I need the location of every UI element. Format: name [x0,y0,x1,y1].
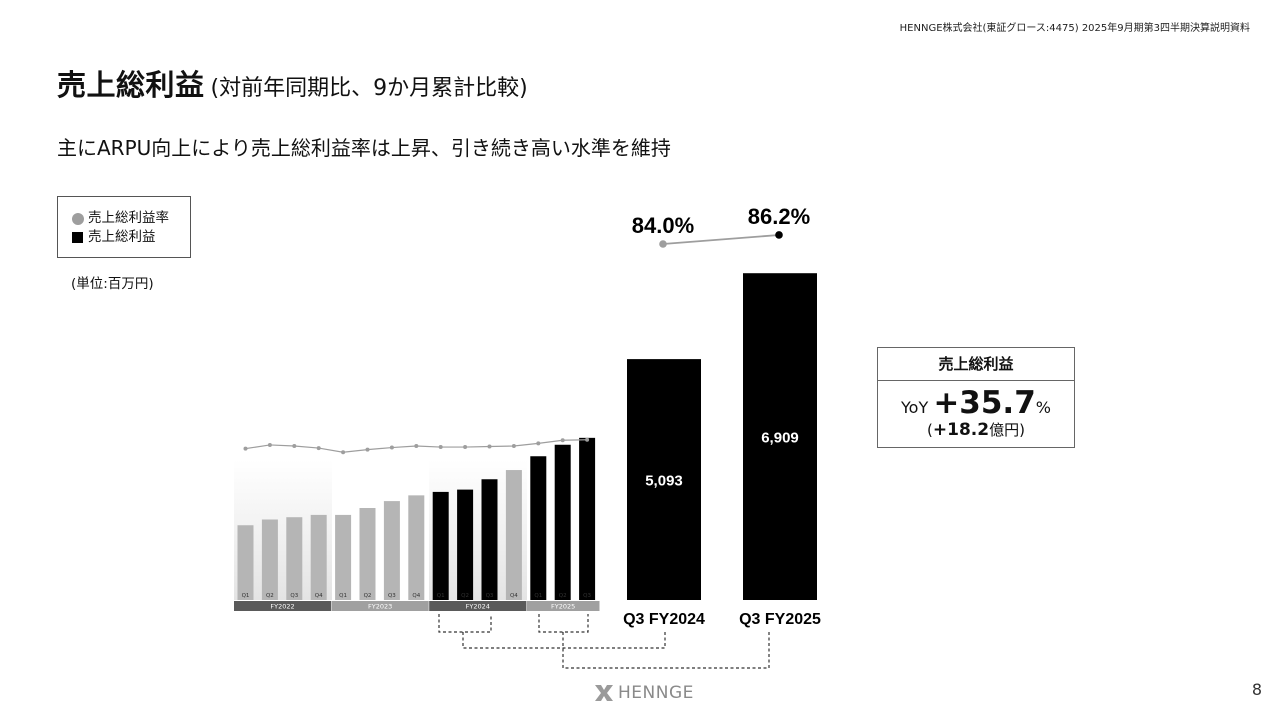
quarter-bar [457,489,474,600]
yoy-prefix: YoY [901,398,929,417]
legend-profit-label: 売上総利益 [88,229,156,245]
quarter-rate-point [463,445,468,450]
yoy-box-header: 売上総利益 [878,348,1074,381]
fy-band-label: FY2023 [368,603,392,611]
quarter-bar [579,437,596,600]
page-title: 売上総利益 (対前年同期比、9か月累計比較) [57,62,528,104]
fy2024-9m-bracket [438,614,492,633]
unit-label: (単位:百万円) [71,276,154,292]
title-sub: (対前年同期比、9か月累計比較) [210,76,528,101]
main-bar [743,273,817,600]
quarter-rate-point [511,444,516,448]
quarter-bar [554,444,571,600]
quarter-rate-point [438,445,443,450]
quarter-bar [261,519,278,600]
quarter-tick-label: Q3 [583,593,591,599]
quarter-rate-point [560,438,565,443]
quarter-tick-label: Q1 [534,593,542,599]
title-main: 売上総利益 [57,68,205,102]
main-category-label: Q3 FY2025 [739,611,821,628]
diff-open: ( [927,421,933,439]
quarter-bar [383,501,400,600]
quarter-rate-point [267,442,272,447]
quarter-tick-label: Q1 [242,593,250,599]
quarter-tick-label: Q1 [437,593,445,599]
quarter-rate-point [292,444,297,448]
quarter-rate-point [365,447,370,452]
page-number: 8 [1251,680,1262,699]
main-rate-line [662,234,780,245]
quarter-bar [481,479,498,600]
quarter-bar [310,514,327,600]
fy-band [331,601,429,611]
main-rate-label: 86.2% [748,204,810,229]
quarter-rate-point [316,446,321,451]
legend-profit: 売上総利益 [72,228,190,247]
quarter-bar [286,517,303,600]
square-icon [72,232,83,243]
fy2025-9m-bracket [538,614,589,633]
quarter-tick-label: Q4 [510,593,518,599]
quarter-rate-point [341,450,346,455]
quarter-tick-label: Q1 [339,593,347,599]
yoy-summary-box: 売上総利益 YoY +35.7% (+18.2億円) [877,347,1075,448]
quarter-bar [432,491,449,600]
fy-band-label: FY2025 [551,603,575,611]
main-rate-point [659,240,667,248]
fy-band [234,601,332,611]
main-bar [627,359,701,600]
circle-icon [72,212,84,225]
henn-logo-icon [595,685,613,701]
yoy-diff-row: (+18.2億円) [878,419,1074,440]
quarter-tick-label: Q2 [461,593,469,599]
quarter-bar [408,495,425,600]
quarter-rate-point [536,441,541,446]
quarter-rate-point [585,437,590,442]
quarter-tick-label: Q3 [290,593,298,599]
quarter-tick-label: Q4 [412,593,420,599]
quarter-rate-point [414,444,419,448]
legend-rate-label: 売上総利益率 [88,210,169,226]
quarter-rate-point [389,445,394,450]
henn-logo: HENNGE [594,683,694,703]
yoy-value-row: YoY +35.7% [878,385,1074,421]
diff-unit: 億円) [989,421,1025,439]
main-bar-value: 5,093 [645,473,683,490]
header-note: HENNGE株式会社(東証グロース:4475) 2025年9月期第3四半期決算説… [899,23,1250,34]
fy-band-label: FY2024 [466,603,490,611]
fy-band-label: FY2022 [270,603,294,611]
quarter-tick-label: Q2 [266,593,274,599]
quarter-bar [335,514,352,600]
logo-text: HENNGE [618,683,694,703]
yoy-percent: +35.7 [933,385,1036,421]
fy2024-connector [462,630,666,649]
main-rate-label: 84.0% [632,213,694,238]
main-rate-point [775,231,783,239]
diff-value: +18.2 [932,420,990,440]
main-category-label: Q3 FY2024 [623,611,705,628]
quarter-rate-point [243,446,248,451]
fy-band [526,601,600,611]
quarter-bar [530,456,547,600]
quarter-tick-label: Q3 [388,593,396,599]
yoy-percent-unit: % [1035,398,1051,417]
quarter-tick-label: Q4 [315,593,323,599]
quarter-bar [237,525,254,600]
legend-rate: 売上総利益率 [72,209,190,228]
quarter-tick-label: Q2 [364,593,372,599]
fy-band [429,601,527,611]
fy2025-connector [562,630,770,669]
chart-legend: 売上総利益率 売上総利益 [57,196,191,258]
quarter-tick-label: Q2 [559,593,567,599]
page-subtitle: 主にARPU向上により売上総利益率は上昇、引き続き高い水準を維持 [57,136,671,160]
quarter-tick-label: Q3 [486,593,494,599]
quarter-rate-point [487,444,492,449]
quarter-bar [359,508,376,600]
quarter-bar [505,470,522,600]
main-bar-value: 6,909 [761,430,799,447]
